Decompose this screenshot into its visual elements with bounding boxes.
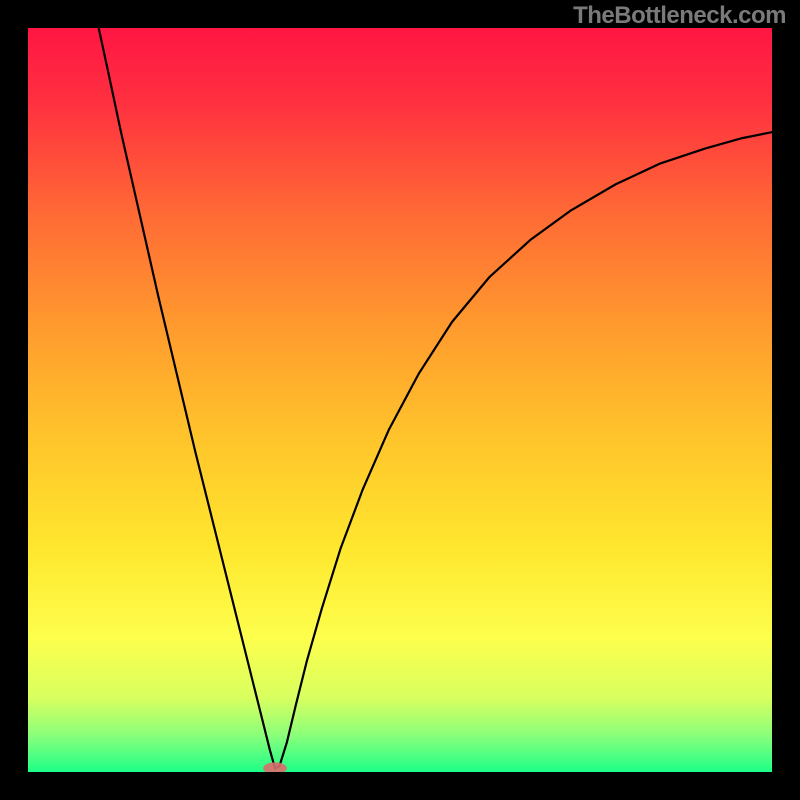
chart-background bbox=[28, 28, 772, 772]
chart-svg-root bbox=[28, 28, 772, 772]
watermark-label: TheBottleneck.com bbox=[573, 2, 786, 30]
chart-outer-frame: TheBottleneck.com bbox=[0, 0, 800, 800]
chart-container bbox=[28, 28, 772, 772]
